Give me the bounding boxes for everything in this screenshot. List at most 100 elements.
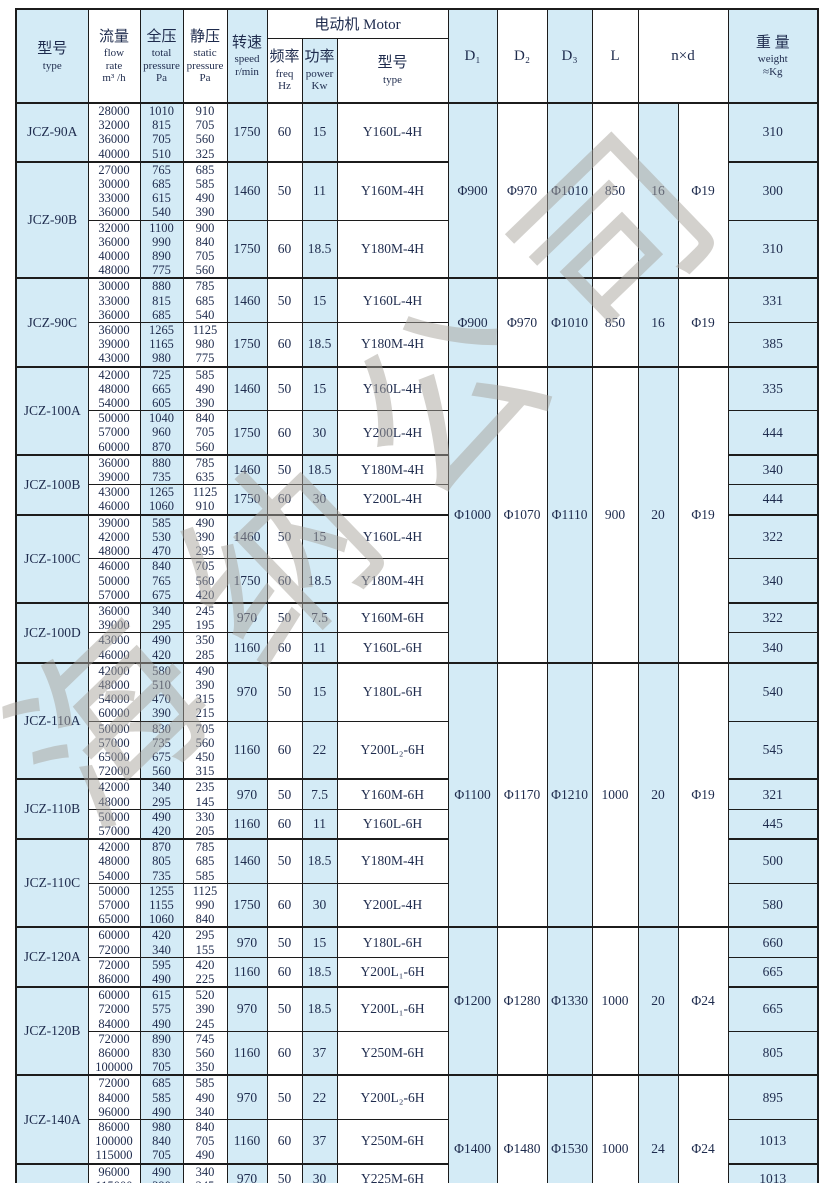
motor-cell: Y250M-6H [336, 1030, 449, 1076]
power-cell: 11 [301, 160, 338, 221]
weight-cell: 444 [727, 410, 819, 456]
power-cell: 37 [301, 1030, 338, 1076]
motor-cell: Y200L₂-6H [336, 1074, 449, 1121]
static-pressure-cell: 840 705 560 [182, 410, 228, 456]
power-cell: 15 [301, 102, 338, 163]
speed-cell: 1160 [226, 720, 268, 780]
model-cell: JCZ-110B [15, 778, 89, 840]
power-cell: 18.5 [301, 558, 338, 604]
model-cell: JCZ-100D [15, 601, 89, 664]
static-pressure-cell: 490 390 295 [182, 513, 228, 560]
freq-cell: 60 [266, 558, 303, 604]
motor-cell: Y160L-4H [336, 102, 449, 163]
flow-cell: 60000 72000 84000 [87, 986, 141, 1032]
header-flow: 流量 flow rate m³ /h [87, 8, 141, 104]
static-pressure-cell: 520 390 245 [182, 986, 228, 1032]
weight-cell: 665 [727, 956, 819, 988]
header-static-pressure-en: static pressure Pa [186, 47, 224, 84]
freq-cell: 60 [266, 322, 303, 368]
static-pressure-cell: 685 585 490 390 [182, 160, 228, 221]
static-pressure-cell: 585 490 340 [182, 1074, 228, 1121]
model-cell: JCZ-100A [15, 365, 89, 456]
power-cell: 7.5 [301, 601, 338, 634]
power-cell: 22 [301, 1074, 338, 1121]
freq-cell: 50 [266, 365, 303, 412]
freq-cell: 60 [266, 484, 303, 516]
header-speed-zh: 转速 [231, 34, 262, 51]
flow-cell: 43000 46000 [87, 484, 141, 516]
header-model: 型号 type [15, 8, 89, 104]
weight-cell: 310 [727, 102, 819, 163]
static-pressure-cell: 785 685 585 [182, 838, 228, 884]
motor-cell: Y160L-4H [336, 365, 449, 412]
total-pressure-cell: 980 840 705 [139, 1119, 184, 1165]
power-cell: 30 [301, 1162, 338, 1183]
flow-cell: 96000 115000 [87, 1162, 141, 1183]
freq-cell: 50 [266, 453, 303, 486]
d3-cell: Φ1530 [546, 1074, 593, 1183]
header-weight-en: weight ≈Kg [757, 53, 788, 78]
n-cell: 24 [637, 1074, 679, 1183]
header-freq: 频率 freq Hz [266, 37, 303, 104]
header-power-zh: 功率 [304, 49, 335, 66]
total-pressure-cell: 1265 1165 980 [139, 322, 184, 368]
header-total-pressure: 全压 total pressure Pa [139, 8, 184, 104]
l-cell: 1000 [591, 661, 639, 928]
flow-cell: 28000 32000 36000 40000 [87, 102, 141, 163]
total-pressure-cell: 880 735 [139, 453, 184, 486]
weight-cell: 660 [727, 926, 819, 958]
total-pressure-cell: 340 295 [139, 778, 184, 810]
model-cell: JCZ-120A [15, 926, 89, 988]
weight-cell: 331 [727, 277, 819, 324]
flow-cell: 46000 50000 57000 [87, 558, 141, 604]
total-pressure-cell: 1265 1060 [139, 484, 184, 516]
d-cell: Φ24 [677, 1074, 729, 1183]
speed-cell: 1160 [226, 1030, 268, 1076]
motor-cell: Y250M-6H [336, 1119, 449, 1165]
d-cell: Φ24 [677, 926, 729, 1076]
total-pressure-cell: 340 295 [139, 601, 184, 634]
total-pressure-cell: 830 735 675 560 [139, 720, 184, 780]
static-pressure-cell: 490 390 315 215 [182, 661, 228, 722]
freq-cell: 50 [266, 661, 303, 722]
d1-cell: Φ1000 [447, 365, 498, 664]
static-pressure-cell: 745 560 350 [182, 1030, 228, 1076]
weight-cell: 335 [727, 365, 819, 412]
static-pressure-cell: 295 155 [182, 926, 228, 958]
flow-cell: 72000 86000 [87, 956, 141, 988]
total-pressure-cell: 880 815 685 [139, 277, 184, 324]
weight-cell: 385 [727, 322, 819, 368]
header-d2: D₂ [496, 8, 548, 104]
power-cell: 18.5 [301, 838, 338, 884]
power-cell: 11 [301, 632, 338, 664]
power-cell: 18.5 [301, 956, 338, 988]
model-cell: JCZ-110C [15, 838, 89, 928]
flow-cell: 36000 39000 43000 [87, 322, 141, 368]
freq-cell: 60 [266, 956, 303, 988]
flow-cell: 72000 84000 96000 [87, 1074, 141, 1121]
weight-cell: 895 [727, 1074, 819, 1121]
power-cell: 18.5 [301, 453, 338, 486]
freq-cell: 50 [266, 513, 303, 560]
flow-cell: 36000 39000 [87, 601, 141, 634]
static-pressure-cell: 340 245 [182, 1162, 228, 1183]
header-speed-en: speed r/min [234, 53, 260, 78]
l-cell: 850 [591, 277, 639, 368]
total-pressure-cell: 420 340 [139, 926, 184, 958]
d3-cell: Φ1110 [546, 365, 593, 664]
weight-cell: 321 [727, 778, 819, 810]
motor-cell: Y225M-6H [336, 1162, 449, 1183]
power-cell: 15 [301, 661, 338, 722]
d1-cell: Φ1100 [447, 661, 498, 928]
total-pressure-cell: 765 685 615 540 [139, 160, 184, 221]
static-pressure-cell: 1125 990 840 [182, 882, 228, 928]
d2-cell: Φ1170 [496, 661, 548, 928]
power-cell: 15 [301, 277, 338, 324]
weight-cell: 310 [727, 219, 819, 279]
speed-cell: 1160 [226, 808, 268, 840]
flow-cell: 42000 48000 54000 60000 [87, 661, 141, 722]
weight-cell: 580 [727, 882, 819, 928]
flow-cell: 50000 57000 60000 [87, 410, 141, 456]
motor-cell: Y180M-4H [336, 219, 449, 279]
